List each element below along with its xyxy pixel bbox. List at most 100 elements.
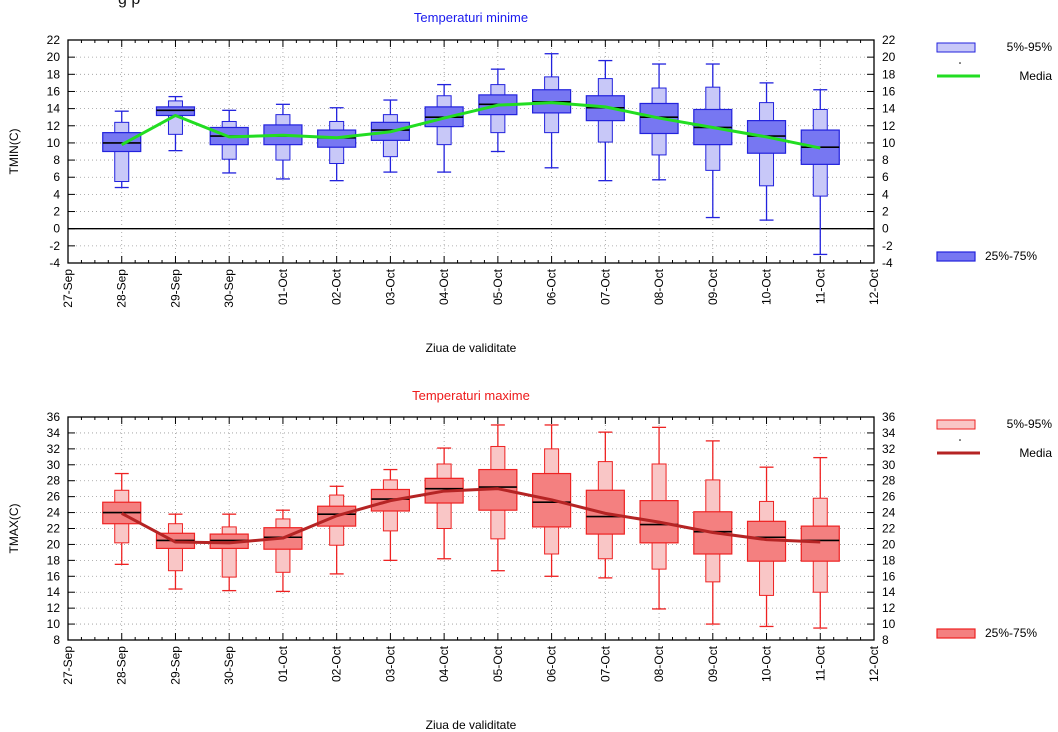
y-tick-label-left: -4 bbox=[49, 256, 60, 270]
x-tick-label: 29-Sep bbox=[168, 269, 182, 308]
y-tick-label-right: 20 bbox=[882, 50, 896, 64]
box-07-Oct bbox=[585, 59, 625, 182]
y-tick-label-right: 12 bbox=[882, 601, 896, 615]
x-tick-label: 11-Oct bbox=[813, 268, 827, 304]
ticks bbox=[67, 416, 875, 641]
y-tick-label-right: 14 bbox=[882, 585, 896, 599]
box-29-Sep bbox=[155, 513, 196, 590]
y-tick-label-left: 10 bbox=[47, 617, 61, 631]
legend-iqr-label: 25%-75% bbox=[985, 626, 1037, 640]
y-tick-label-right: 6 bbox=[882, 170, 889, 184]
y-tick-label-left: 30 bbox=[47, 458, 61, 472]
box-05-Oct bbox=[478, 424, 518, 572]
y-tick-label-left: 12 bbox=[47, 119, 61, 133]
y-tick-label-right: 16 bbox=[882, 84, 896, 98]
x-tick-label: 04-Oct bbox=[437, 645, 451, 682]
y-tick-label-left: 34 bbox=[47, 426, 61, 440]
x-tick-label: 06-Oct bbox=[545, 645, 559, 682]
x-tick-label: 30-Sep bbox=[222, 269, 236, 308]
y-axis-title: TMIN(C) bbox=[7, 129, 21, 175]
legend-mean-label: Media bbox=[1019, 446, 1052, 460]
x-tick-label: 28-Sep bbox=[115, 269, 129, 308]
y-tick-label-left: -2 bbox=[49, 239, 60, 253]
box-11-Oct bbox=[800, 456, 840, 629]
legend-pct-swatch bbox=[936, 419, 976, 430]
y-tick-label-left: 36 bbox=[47, 410, 61, 424]
iqr-box bbox=[800, 525, 840, 562]
x-tick-label: 07-Oct bbox=[598, 268, 612, 305]
y-tick-label-right: 26 bbox=[882, 490, 896, 504]
box-10-Oct bbox=[746, 466, 787, 628]
y-tick-label-left: 16 bbox=[47, 84, 61, 98]
y-tick-label-right: 32 bbox=[882, 442, 896, 456]
box-09-Oct bbox=[693, 63, 733, 219]
chart-title: Temperaturi minime bbox=[414, 10, 528, 25]
boxes bbox=[102, 424, 840, 629]
y-tick-label-right: 22 bbox=[882, 522, 896, 536]
y-tick-label-left: 16 bbox=[47, 569, 61, 583]
y-axis-title: TMAX(C) bbox=[7, 504, 21, 554]
y-tick-label-left: 6 bbox=[53, 170, 60, 184]
y-tick-label-right: 28 bbox=[882, 474, 896, 488]
y-tick-label-left: 28 bbox=[47, 474, 61, 488]
y-tick-label-left: 8 bbox=[53, 633, 60, 647]
plot-frame bbox=[67, 416, 875, 641]
legend: 5%-95% Media 25%-75% bbox=[936, 40, 1053, 263]
y-tick-label-left: 14 bbox=[47, 102, 61, 116]
mean-line bbox=[121, 101, 821, 150]
x-tick-label: 06-Oct bbox=[545, 268, 559, 305]
y-tick-label-left: 12 bbox=[47, 601, 61, 615]
y-tick-label-left: 26 bbox=[47, 490, 61, 504]
x-tick-label: 28-Sep bbox=[115, 646, 129, 685]
box-28-Sep bbox=[102, 472, 142, 565]
mean-line bbox=[121, 487, 821, 545]
x-tick-label: 30-Sep bbox=[222, 646, 236, 685]
y-tick-label-right: 0 bbox=[882, 222, 889, 236]
legend-pct-label: 5%-95% bbox=[1007, 40, 1053, 54]
y-tick-label-right: 12 bbox=[882, 119, 896, 133]
x-tick-label: 27-Sep bbox=[61, 646, 75, 685]
y-tick-label-left: 8 bbox=[53, 153, 60, 167]
x-tick-label: 04-Oct bbox=[437, 268, 451, 305]
x-tick-label: 11-Oct bbox=[813, 645, 827, 681]
y-tick-label-left: 2 bbox=[53, 205, 60, 219]
box-11-Oct bbox=[800, 89, 840, 256]
y-tick-label-left: 32 bbox=[47, 442, 61, 456]
y-tick-label-right: 18 bbox=[882, 67, 896, 81]
x-tick-label: 08-Oct bbox=[652, 645, 666, 682]
box-02-Oct bbox=[317, 107, 357, 182]
box-30-Sep bbox=[209, 109, 249, 174]
y-tick-label-right: -4 bbox=[882, 256, 893, 270]
x-tick-label: 02-Oct bbox=[330, 268, 344, 305]
x-tick-label: 07-Oct bbox=[598, 645, 612, 682]
box-04-Oct bbox=[424, 83, 464, 173]
y-tick-label-right: 8 bbox=[882, 633, 889, 647]
iqr-box bbox=[102, 132, 142, 153]
x-tick-label: 12-Oct bbox=[867, 645, 881, 682]
y-tick-label-right: 30 bbox=[882, 458, 896, 472]
y-tick-label-left: 10 bbox=[47, 136, 61, 150]
box-02-Oct bbox=[317, 485, 357, 575]
y-tick-label-left: 4 bbox=[53, 187, 60, 201]
y-tick-label-left: 18 bbox=[47, 553, 61, 567]
y-tick-label-left: 20 bbox=[47, 50, 61, 64]
box-03-Oct bbox=[370, 468, 410, 562]
x-tick-label: 05-Oct bbox=[491, 268, 505, 305]
box-04-Oct bbox=[424, 447, 464, 560]
legend-pct-swatch bbox=[936, 42, 976, 53]
header-fragment: g p bbox=[118, 0, 140, 9]
y-tick-label-left: 18 bbox=[47, 67, 61, 81]
x-tick-label: 09-Oct bbox=[706, 645, 720, 682]
x-tick-label: 29-Sep bbox=[168, 646, 182, 685]
box-28-Sep bbox=[102, 110, 142, 189]
x-tick-label: 03-Oct bbox=[383, 268, 397, 305]
y-tick-label-left: 22 bbox=[47, 522, 61, 536]
y-tick-label-left: 24 bbox=[47, 506, 61, 520]
box-01-Oct bbox=[263, 103, 303, 180]
x-tick-label: 12-Oct bbox=[867, 268, 881, 305]
legend-mean-label: Media bbox=[1019, 69, 1052, 83]
x-tick-label: 01-Oct bbox=[276, 268, 290, 305]
y-tick-label-right: 20 bbox=[882, 537, 896, 551]
legend: 5%-95% Media 25%-75% bbox=[936, 417, 1052, 640]
